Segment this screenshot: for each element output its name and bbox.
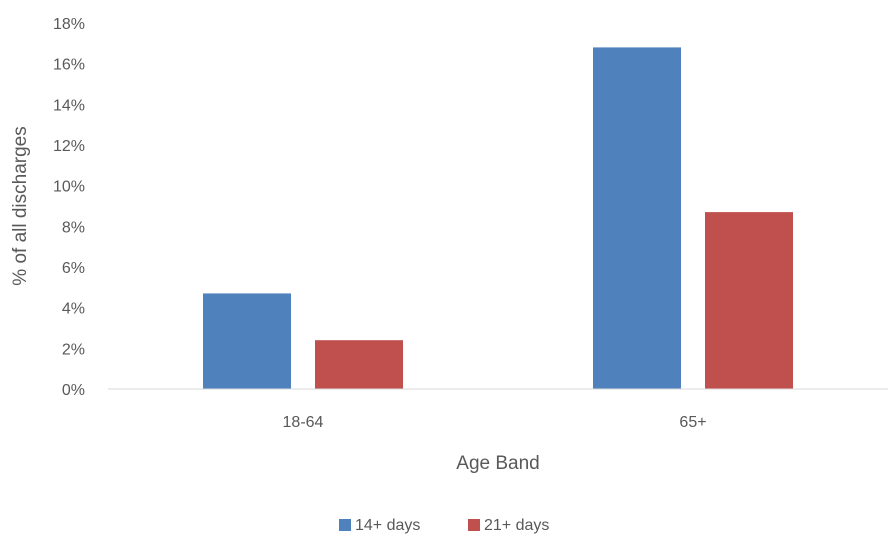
y-tick-label: 8%	[62, 219, 85, 236]
legend-label: 21+ days	[484, 517, 549, 534]
y-tick-label: 16%	[53, 57, 85, 74]
y-tick-label: 2%	[62, 341, 85, 358]
x-tick-label: 18-64	[283, 414, 324, 431]
y-tick-label: 10%	[53, 179, 85, 196]
legend-swatch	[339, 519, 351, 531]
y-tick-label: 0%	[62, 382, 85, 399]
legend-label: 14+ days	[355, 517, 420, 534]
y-tick-label: 12%	[53, 138, 85, 155]
legend: 14+ days 21+ days	[339, 517, 549, 534]
y-axis-ticks: 0% 2% 4% 6% 8% 10% 12% 14% 16% 18%	[53, 16, 85, 399]
x-tick-label: 65+	[679, 414, 706, 431]
legend-swatch	[468, 519, 480, 531]
x-axis-ticks: 18-64 65+	[283, 414, 707, 431]
bar-21-days-18-64	[315, 340, 403, 389]
y-tick-label: 14%	[53, 97, 85, 114]
x-axis-title: Age Band	[456, 453, 539, 474]
bar-14-days-65-	[593, 47, 681, 390]
y-tick-label: 4%	[62, 301, 85, 318]
bar-14-days-18-64	[203, 293, 291, 389]
y-tick-label: 18%	[53, 16, 85, 33]
bars	[203, 47, 793, 390]
bar-21-days-65-	[705, 212, 793, 389]
y-tick-label: 6%	[62, 260, 85, 277]
y-axis-title: % of all discharges	[10, 126, 31, 285]
